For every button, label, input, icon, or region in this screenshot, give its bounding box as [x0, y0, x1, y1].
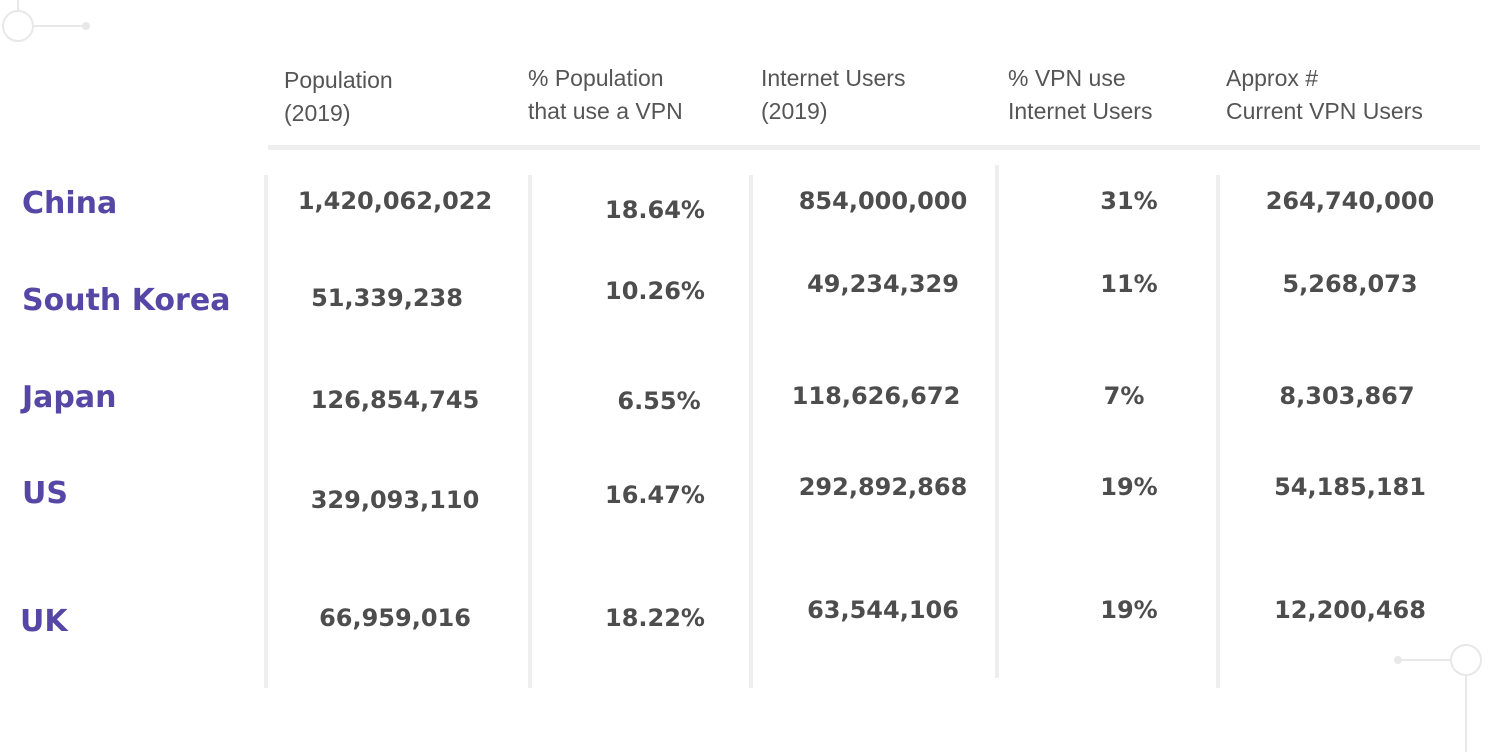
table-cell: 329,093,110 — [310, 486, 480, 514]
row-label-south-korea: South Korea — [22, 283, 231, 318]
table-cell: 54,185,181 — [1274, 473, 1426, 501]
column-header-pct-vpn-internet-users: % VPN use Internet Users — [1008, 62, 1152, 128]
header-line: Population — [284, 67, 393, 93]
column-header-population: Population (2019) — [284, 64, 393, 130]
header-divider — [268, 145, 1480, 150]
table-cell: 10.26% — [605, 277, 705, 305]
header-line: Approx # — [1226, 65, 1319, 91]
table-cell: 854,000,000 — [798, 187, 968, 215]
header-line: % Population — [528, 65, 664, 91]
table-cell: 18.22% — [605, 604, 705, 632]
table-cell: 51,339,238 — [311, 284, 463, 312]
row-label-us: US — [22, 476, 68, 511]
table-cell: 6.55% — [617, 387, 701, 415]
column-header-pct-population-vpn: % Population that use a VPN — [528, 62, 683, 128]
table-cell: 5,268,073 — [1282, 270, 1418, 298]
table-cell: 66,959,016 — [319, 604, 471, 632]
table-cell: 49,234,329 — [807, 270, 959, 298]
row-label-japan: Japan — [22, 380, 117, 415]
table-cell: 118,626,672 — [791, 382, 961, 410]
column-divider — [749, 175, 753, 688]
table-cell: 264,740,000 — [1265, 187, 1435, 215]
table-cell: 63,544,106 — [807, 596, 959, 624]
header-line: that use a VPN — [528, 98, 683, 124]
header-line: Internet Users — [761, 65, 906, 91]
table-cell: 19% — [1100, 596, 1158, 624]
table-cell: 19% — [1100, 473, 1158, 501]
column-divider — [528, 175, 532, 688]
table-cell: 126,854,745 — [310, 386, 480, 414]
header-line: % VPN use — [1008, 65, 1126, 91]
column-divider — [1216, 175, 1220, 688]
table-cell: 12,200,468 — [1274, 596, 1426, 624]
column-header-approx-vpn-users: Approx # Current VPN Users — [1226, 62, 1423, 128]
column-divider — [995, 165, 999, 678]
table-cell: 18.64% — [605, 196, 705, 224]
row-label-china: China — [22, 186, 118, 221]
table-cell: 16.47% — [605, 481, 705, 509]
circuit-decoration-bottom-right — [1394, 644, 1482, 752]
header-line: Internet Users — [1008, 98, 1153, 124]
table-cell: 1,420,062,022 — [297, 187, 493, 215]
column-divider — [264, 175, 268, 688]
table-cell: 31% — [1100, 187, 1158, 215]
column-header-internet-users: Internet Users (2019) — [761, 62, 905, 128]
table-cell: 11% — [1100, 270, 1158, 298]
row-label-uk: UK — [20, 604, 68, 639]
header-line: (2019) — [284, 100, 351, 126]
table-cell: 8,303,867 — [1279, 382, 1415, 410]
header-line: (2019) — [761, 98, 828, 124]
table-cell: 7% — [1103, 382, 1145, 410]
circuit-decoration-top-left — [2, 0, 90, 42]
header-line: Current VPN Users — [1226, 98, 1423, 124]
table-cell: 292,892,868 — [798, 473, 968, 501]
